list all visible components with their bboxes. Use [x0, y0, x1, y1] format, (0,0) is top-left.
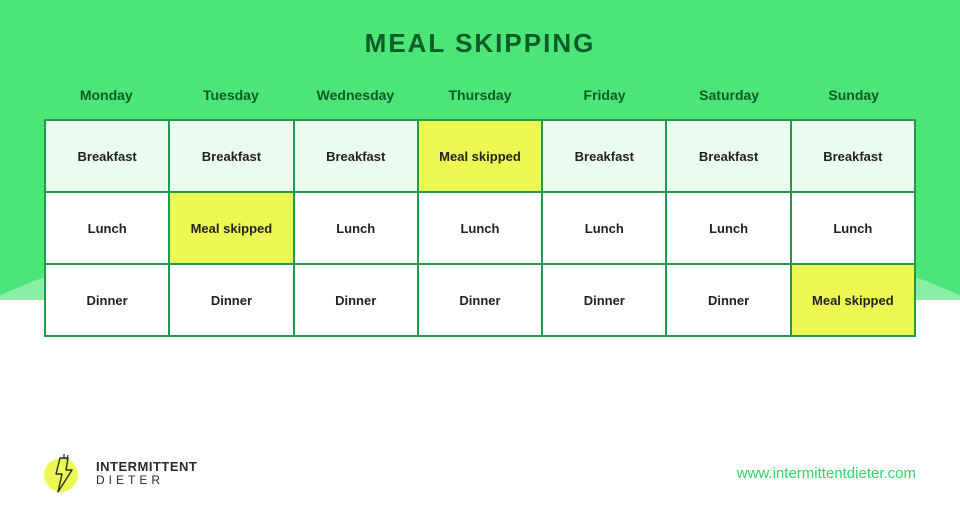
- logo-line2: DIETER: [96, 474, 197, 487]
- meal-cell: Lunch: [667, 193, 789, 263]
- footer: INTERMITTENT DIETER www.intermittentdiet…: [44, 452, 916, 494]
- page-title: MEAL SKIPPING: [44, 28, 916, 59]
- day-headers-row: Monday Tuesday Wednesday Thursday Friday…: [44, 81, 916, 113]
- meal-cell-skipped: Meal skipped: [170, 193, 292, 263]
- meal-cell: Lunch: [419, 193, 541, 263]
- meal-cell: Breakfast: [667, 121, 789, 191]
- meal-cell: Dinner: [295, 265, 417, 335]
- meal-cell: Breakfast: [543, 121, 665, 191]
- logo-icon: [44, 452, 86, 494]
- logo-text: INTERMITTENT DIETER: [96, 460, 197, 486]
- meal-cell: Lunch: [295, 193, 417, 263]
- content-wrap: MEAL SKIPPING Monday Tuesday Wednesday T…: [0, 0, 960, 337]
- meal-cell: Lunch: [46, 193, 168, 263]
- meal-cell: Lunch: [792, 193, 914, 263]
- meal-cell: Breakfast: [295, 121, 417, 191]
- logo-line1: INTERMITTENT: [96, 460, 197, 474]
- meal-cell: Dinner: [419, 265, 541, 335]
- site-url: www.intermittentdieter.com: [737, 465, 916, 482]
- day-header: Saturday: [667, 81, 792, 113]
- meal-cell: Dinner: [170, 265, 292, 335]
- day-header: Wednesday: [293, 81, 418, 113]
- meal-cell: Dinner: [543, 265, 665, 335]
- day-header: Thursday: [418, 81, 543, 113]
- meal-cell-skipped: Meal skipped: [419, 121, 541, 191]
- day-header: Sunday: [791, 81, 916, 113]
- meal-cell: Breakfast: [170, 121, 292, 191]
- day-header: Tuesday: [169, 81, 294, 113]
- meal-cell: Dinner: [667, 265, 789, 335]
- meal-cell: Dinner: [46, 265, 168, 335]
- day-header: Friday: [542, 81, 667, 113]
- meal-grid: BreakfastBreakfastBreakfastMeal skippedB…: [44, 119, 916, 337]
- meal-cell: Lunch: [543, 193, 665, 263]
- meal-cell: Breakfast: [46, 121, 168, 191]
- meal-cell-skipped: Meal skipped: [792, 265, 914, 335]
- day-header: Monday: [44, 81, 169, 113]
- brand-logo: INTERMITTENT DIETER: [44, 452, 197, 494]
- meal-cell: Breakfast: [792, 121, 914, 191]
